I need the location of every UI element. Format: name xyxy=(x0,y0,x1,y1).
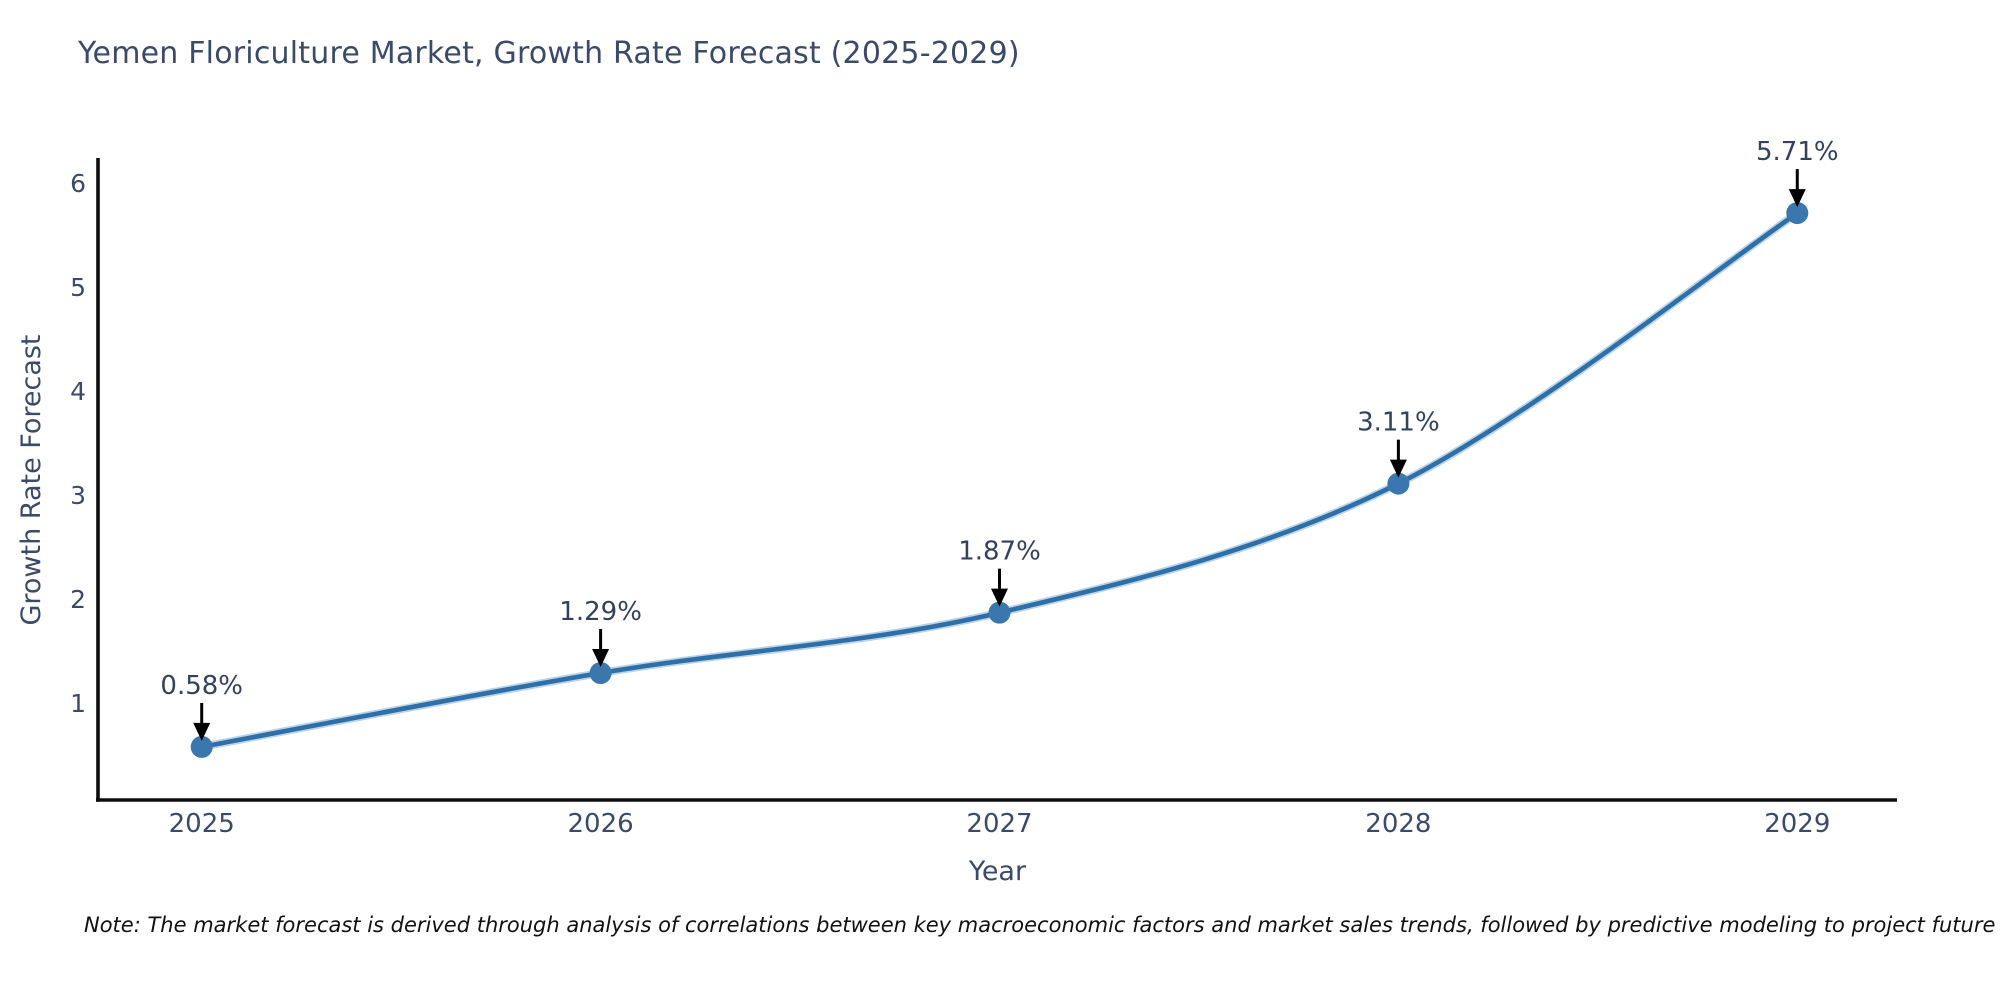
y-tick-label: 6 xyxy=(70,169,86,198)
series-line-halo xyxy=(197,209,1802,751)
point-value-label: 1.87% xyxy=(958,537,1041,567)
point-value-label: 5.71% xyxy=(1756,137,1839,167)
annotation-arrowhead-icon xyxy=(1788,189,1806,208)
point-value-label: 0.58% xyxy=(160,671,243,701)
data-point-marker xyxy=(589,662,612,685)
annotation-arrowhead-icon xyxy=(1389,459,1407,478)
data-point-marker xyxy=(1387,472,1410,495)
y-tick-label: 5 xyxy=(70,273,86,302)
y-tick-label: 2 xyxy=(70,585,86,614)
y-tick-label: 1 xyxy=(70,689,86,718)
data-point-marker xyxy=(1786,202,1809,225)
x-tick-label: 2025 xyxy=(169,809,235,839)
annotation-arrowhead-icon xyxy=(990,588,1008,607)
y-tick-label: 3 xyxy=(70,481,86,510)
annotation-arrowhead-icon xyxy=(193,722,211,741)
x-tick-label: 2026 xyxy=(568,809,634,839)
series-line xyxy=(199,210,1800,750)
x-tick-label: 2029 xyxy=(1764,809,1830,839)
x-tick-label: 2027 xyxy=(966,809,1032,839)
data-point-marker xyxy=(988,601,1011,624)
x-axis-title: Year xyxy=(968,856,1027,887)
x-tick-label: 2028 xyxy=(1365,809,1431,839)
chart-note: Note: The market forecast is derived thr… xyxy=(84,913,2000,937)
point-value-label: 1.29% xyxy=(559,597,642,627)
data-point-marker xyxy=(190,735,213,758)
y-tick-label: 4 xyxy=(70,377,86,406)
point-value-label: 3.11% xyxy=(1357,408,1440,438)
chart-title: Yemen Floriculture Market, Growth Rate F… xyxy=(78,36,1020,71)
annotation-arrowhead-icon xyxy=(592,649,610,668)
